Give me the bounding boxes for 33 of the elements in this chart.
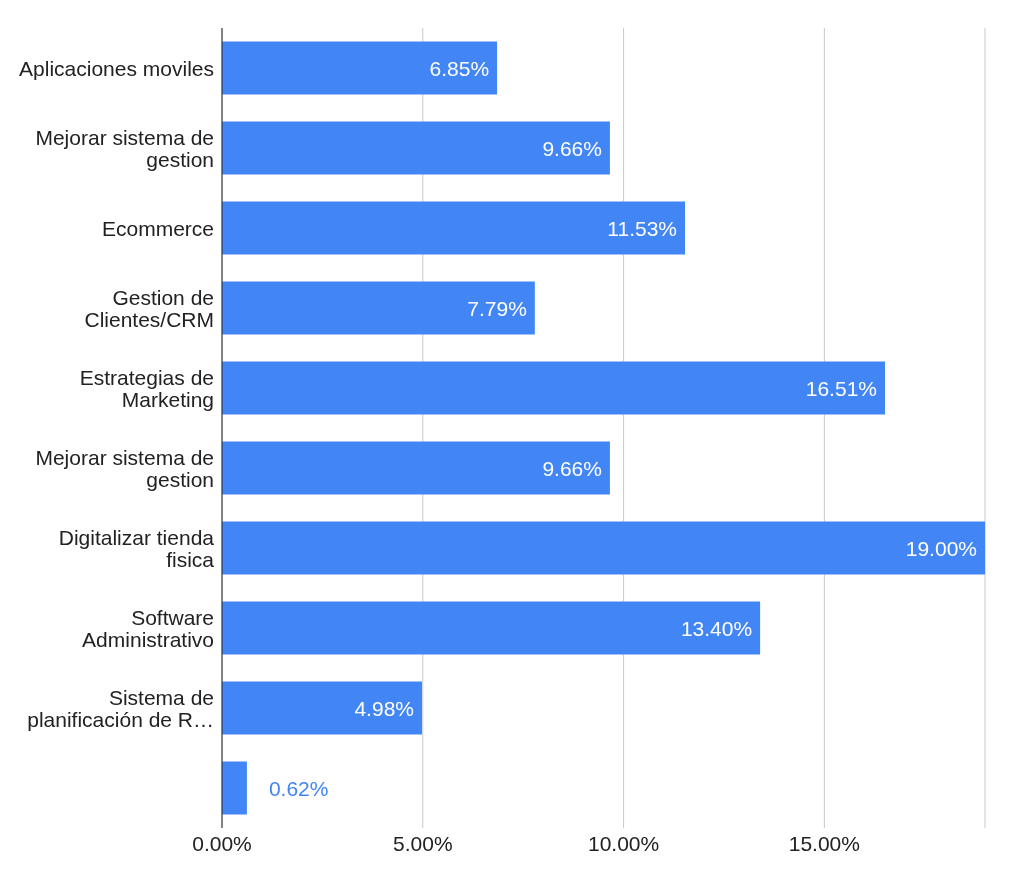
- bar: [222, 361, 886, 415]
- data-label: 4.98%: [354, 696, 414, 720]
- data-label: 6.85%: [429, 56, 490, 80]
- data-label: 7.79%: [467, 296, 527, 320]
- bar: [222, 681, 422, 735]
- x-tick-label: 15.00%: [788, 831, 860, 855]
- y-tick-label: Mejorar sistema de gestion: [35, 125, 214, 171]
- y-tick-label: Ecommerce: [101, 216, 214, 240]
- x-tick-label: 10.00%: [587, 831, 660, 855]
- data-label: 19.00%: [905, 536, 977, 560]
- bar: [222, 121, 610, 175]
- y-tick-label: Digitalizar tienda fisica: [58, 525, 215, 571]
- data-label: 16.51%: [805, 376, 878, 400]
- data-label: 11.53%: [607, 216, 678, 240]
- y-tick-label: Estrategias de Marketing: [79, 365, 214, 411]
- y-tick-label: Gestion de Clientes/CRM: [84, 285, 214, 331]
- bar: [222, 761, 247, 815]
- data-label: 9.66%: [542, 136, 602, 160]
- y-tick-label: Mejorar sistema de gestion: [35, 445, 214, 491]
- bar: [222, 281, 535, 335]
- bar: [222, 201, 686, 255]
- y-tick-label: Aplicaciones moviles: [19, 56, 214, 80]
- bar: [222, 521, 985, 575]
- bar: [222, 441, 610, 495]
- y-tick-label: Sistema de planificación de R…: [27, 685, 214, 731]
- x-tick-label: 0.00%: [192, 831, 252, 855]
- data-label: 9.66%: [542, 456, 602, 480]
- data-label: 0.62%: [268, 776, 329, 800]
- bar: [222, 41, 498, 95]
- data-label: 13.40%: [680, 616, 753, 640]
- bar: [222, 601, 761, 655]
- y-tick-label: Software Administrativo: [82, 605, 214, 651]
- x-tick-label: 5.00%: [393, 831, 453, 855]
